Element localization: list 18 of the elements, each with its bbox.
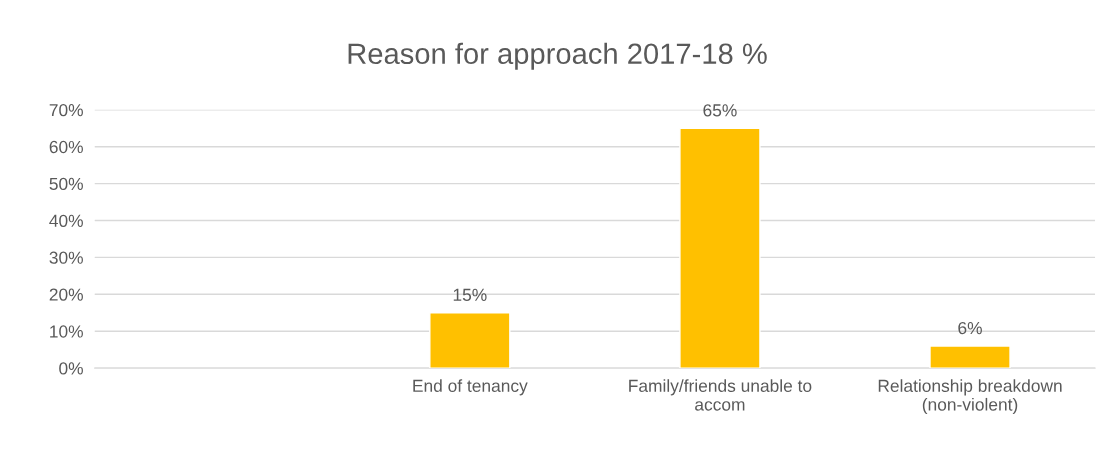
bar	[679, 127, 761, 369]
y-tick-label: 20%	[49, 288, 83, 301]
data-label: 65%	[703, 104, 737, 117]
bar	[929, 345, 1011, 369]
y-tick-label: 50%	[49, 177, 83, 191]
y-tick-label: 40%	[49, 214, 83, 227]
y-tick-label: 60%	[49, 140, 83, 154]
y-tick-label: 70%	[49, 103, 83, 117]
data-label: 6%	[958, 321, 982, 335]
y-tick-label: 30%	[49, 251, 83, 264]
bar	[429, 312, 511, 369]
y-tick-label: 10%	[50, 325, 83, 338]
data-label: 15%	[453, 288, 487, 301]
chart-title: Reason for approach 2017-18 %	[348, 42, 767, 70]
x-tick-label: Relationship breakdown (non-violent)	[878, 379, 1062, 415]
x-tick-label: End of tenancy	[413, 379, 528, 396]
y-tick-label: 0%	[59, 362, 83, 375]
x-tick-label: Family/friends unable to accom	[629, 379, 812, 411]
